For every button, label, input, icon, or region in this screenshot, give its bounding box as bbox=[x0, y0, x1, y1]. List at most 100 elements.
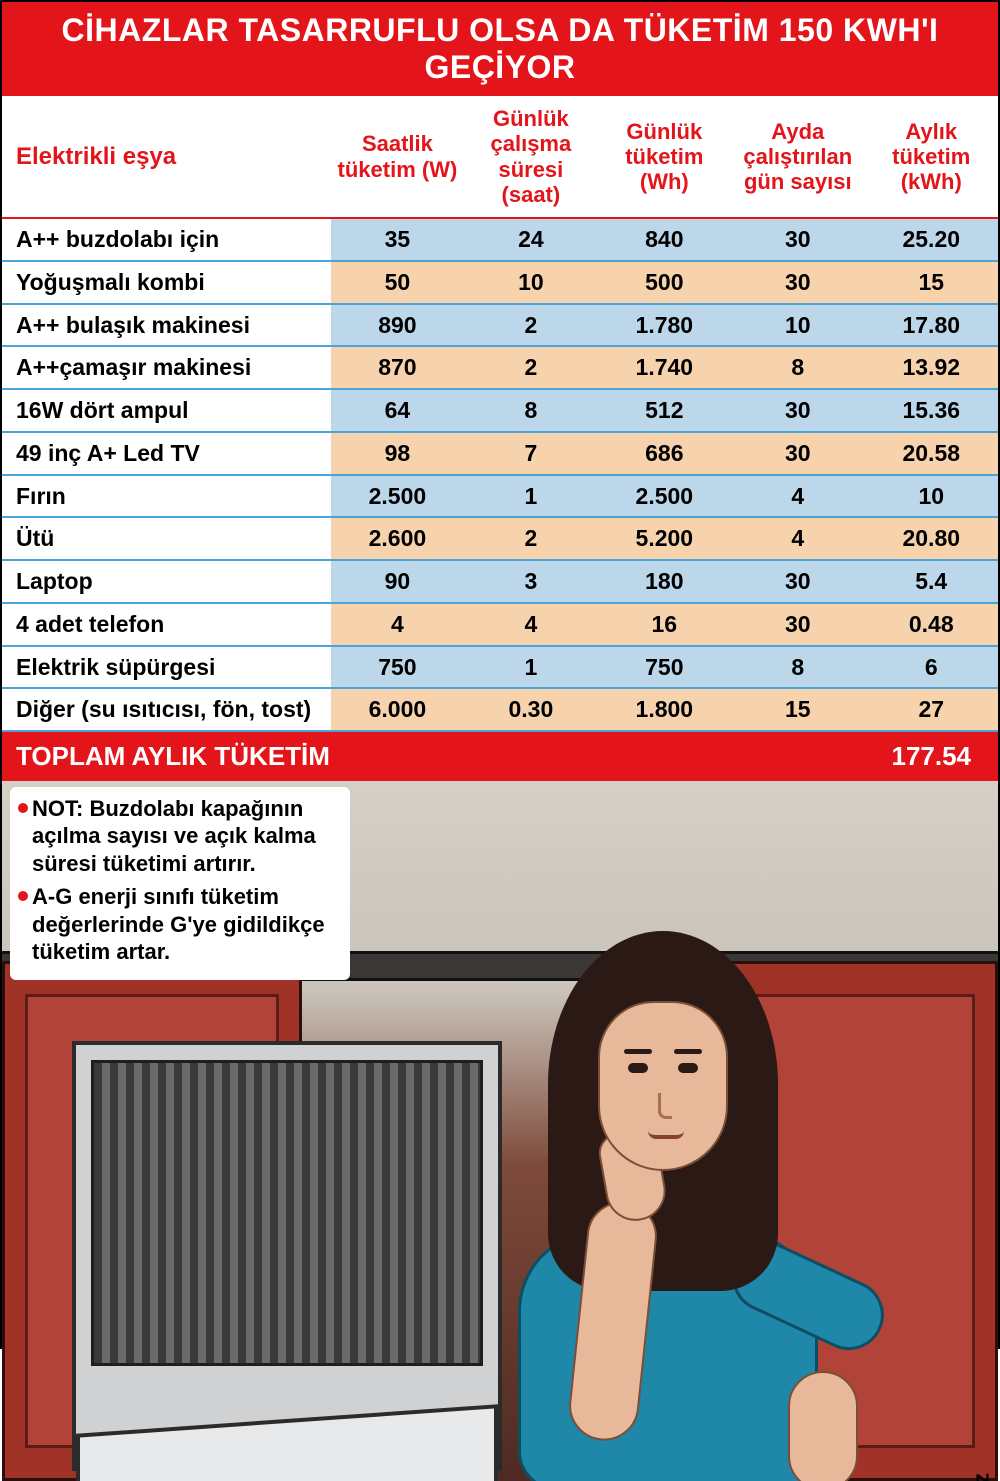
table-cell: 8 bbox=[464, 389, 597, 432]
illustration-area: NOT: Buzdolabı kapağının açılma sayısı v… bbox=[2, 781, 998, 1481]
table-row: Laptop903180305.4 bbox=[2, 560, 998, 603]
table-row: 49 inç A+ Led TV9876863020.58 bbox=[2, 432, 998, 475]
title-bar: CİHAZLAR TASARRUFLU OLSA DA TÜKETİM 150 … bbox=[2, 2, 998, 96]
table-cell: Laptop bbox=[2, 560, 331, 603]
table-row: Yoğuşmalı kombi50105003015 bbox=[2, 261, 998, 304]
table-row: Elektrik süpürgesi750175086 bbox=[2, 646, 998, 689]
table-cell: 30 bbox=[731, 603, 864, 646]
table-cell: 512 bbox=[598, 389, 731, 432]
table-row: A++ buzdolabı için35248403025.20 bbox=[2, 218, 998, 261]
table-row: A++ bulaşık makinesi89021.7801017.80 bbox=[2, 304, 998, 347]
table-cell: 13.92 bbox=[865, 346, 999, 389]
table-cell: 15 bbox=[731, 688, 864, 731]
table-cell: 64 bbox=[331, 389, 464, 432]
table-cell: 750 bbox=[598, 646, 731, 689]
table-cell: 6.000 bbox=[331, 688, 464, 731]
table-cell: 10 bbox=[865, 475, 999, 518]
note-item: NOT: Buzdolabı kapağının açılma sayısı v… bbox=[32, 795, 340, 878]
table-cell: 30 bbox=[731, 432, 864, 475]
table-row: Ütü2.60025.200420.80 bbox=[2, 517, 998, 560]
table-cell: 20.58 bbox=[865, 432, 999, 475]
table-cell: 25.20 bbox=[865, 218, 999, 261]
table-cell: 686 bbox=[598, 432, 731, 475]
table-cell: A++ bulaşık makinesi bbox=[2, 304, 331, 347]
total-label: TOPLAM AYLIK TÜKETİM bbox=[2, 731, 865, 781]
table-cell: 30 bbox=[731, 261, 864, 304]
table-cell: 3 bbox=[464, 560, 597, 603]
person-figure bbox=[428, 901, 858, 1461]
table-cell: 2.600 bbox=[331, 517, 464, 560]
col-header: Saatlik tüketim (W) bbox=[331, 96, 464, 218]
table-cell: 35 bbox=[331, 218, 464, 261]
col-header: Ayda çalıştırılan gün sayısı bbox=[731, 96, 864, 218]
table-cell: 500 bbox=[598, 261, 731, 304]
table-row: 4 adet telefon4416300.48 bbox=[2, 603, 998, 646]
table-cell: 49 inç A+ Led TV bbox=[2, 432, 331, 475]
table-cell: 8 bbox=[731, 646, 864, 689]
table-cell: 2 bbox=[464, 304, 597, 347]
table-cell: 1.780 bbox=[598, 304, 731, 347]
page-title: CİHAZLAR TASARRUFLU OLSA DA TÜKETİM 150 … bbox=[62, 12, 939, 85]
graphic-credit: Grafik: Aydın Gündüz bbox=[968, 1473, 994, 1481]
table-row: Diğer (su ısıtıcısı, fön, tost)6.0000.30… bbox=[2, 688, 998, 731]
table-row: A++çamaşır makinesi87021.740813.92 bbox=[2, 346, 998, 389]
table-cell: 8 bbox=[731, 346, 864, 389]
table-cell: 0.30 bbox=[464, 688, 597, 731]
table-row: 16W dört ampul6485123015.36 bbox=[2, 389, 998, 432]
table-cell: 15 bbox=[865, 261, 999, 304]
consumption-table: Elektrikli eşya Saatlik tüketim (W) Günl… bbox=[2, 96, 998, 781]
table-cell: 2 bbox=[464, 517, 597, 560]
total-row: TOPLAM AYLIK TÜKETİM 177.54 bbox=[2, 731, 998, 781]
col-header: Elektrikli eşya bbox=[2, 96, 331, 218]
table-cell: 5.4 bbox=[865, 560, 999, 603]
table-cell: 90 bbox=[331, 560, 464, 603]
table-cell: 7 bbox=[464, 432, 597, 475]
table-cell: 4 bbox=[731, 517, 864, 560]
table-cell: 10 bbox=[464, 261, 597, 304]
table-cell: 2.500 bbox=[331, 475, 464, 518]
table-cell: 4 bbox=[331, 603, 464, 646]
table-cell: 98 bbox=[331, 432, 464, 475]
table-cell: Fırın bbox=[2, 475, 331, 518]
table-cell: 870 bbox=[331, 346, 464, 389]
col-header: Günlük çalışma süresi (saat) bbox=[464, 96, 597, 218]
table-cell: 17.80 bbox=[865, 304, 999, 347]
table-cell: 750 bbox=[331, 646, 464, 689]
col-header: Günlük tüketim (Wh) bbox=[598, 96, 731, 218]
table-cell: 4 adet telefon bbox=[2, 603, 331, 646]
table-cell: 2 bbox=[464, 346, 597, 389]
table-cell: 30 bbox=[731, 218, 864, 261]
table-cell: 50 bbox=[331, 261, 464, 304]
table-cell: 840 bbox=[598, 218, 731, 261]
table-cell: 890 bbox=[331, 304, 464, 347]
table-cell: Diğer (su ısıtıcısı, fön, tost) bbox=[2, 688, 331, 731]
table-cell: 6 bbox=[865, 646, 999, 689]
table-cell: 15.36 bbox=[865, 389, 999, 432]
table-cell: 24 bbox=[464, 218, 597, 261]
table-cell: Elektrik süpürgesi bbox=[2, 646, 331, 689]
table-cell: 16 bbox=[598, 603, 731, 646]
table-cell: 1.740 bbox=[598, 346, 731, 389]
table-cell: A++çamaşır makinesi bbox=[2, 346, 331, 389]
table-cell: 1 bbox=[464, 646, 597, 689]
table-cell: 30 bbox=[731, 560, 864, 603]
total-value: 177.54 bbox=[865, 731, 999, 781]
table-cell: 1.800 bbox=[598, 688, 731, 731]
note-item: A-G enerji sınıfı tüketim değerlerinde G… bbox=[32, 883, 340, 966]
table-cell: Ütü bbox=[2, 517, 331, 560]
table-cell: 4 bbox=[731, 475, 864, 518]
col-header: Aylık tüketim (kWh) bbox=[865, 96, 999, 218]
table-cell: Yoğuşmalı kombi bbox=[2, 261, 331, 304]
notes-box: NOT: Buzdolabı kapağının açılma sayısı v… bbox=[10, 787, 350, 980]
table-head: Elektrikli eşya Saatlik tüketim (W) Günl… bbox=[2, 96, 998, 218]
table-cell: 27 bbox=[865, 688, 999, 731]
table-cell: A++ buzdolabı için bbox=[2, 218, 331, 261]
table-cell: 5.200 bbox=[598, 517, 731, 560]
table-cell: 16W dört ampul bbox=[2, 389, 331, 432]
table-cell: 4 bbox=[464, 603, 597, 646]
table-cell: 2.500 bbox=[598, 475, 731, 518]
table-cell: 0.48 bbox=[865, 603, 999, 646]
table-body: A++ buzdolabı için35248403025.20Yoğuşmal… bbox=[2, 218, 998, 731]
table-cell: 30 bbox=[731, 389, 864, 432]
table-row: Fırın2.50012.500410 bbox=[2, 475, 998, 518]
